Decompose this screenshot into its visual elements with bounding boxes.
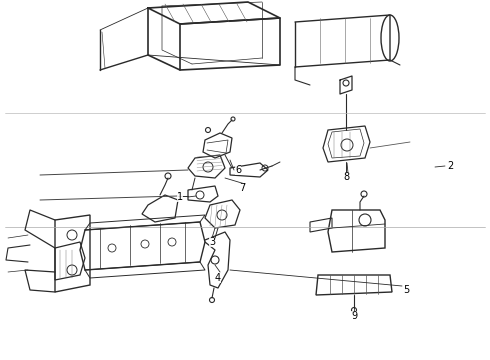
Text: 4: 4 — [215, 273, 221, 283]
Text: 2: 2 — [447, 161, 453, 171]
Text: 6: 6 — [235, 165, 241, 175]
Text: 8: 8 — [343, 172, 349, 182]
Text: 5: 5 — [403, 285, 409, 295]
Text: 1: 1 — [177, 192, 183, 202]
Text: 9: 9 — [351, 311, 357, 321]
Text: 3: 3 — [209, 237, 215, 247]
Text: 7: 7 — [239, 183, 245, 193]
